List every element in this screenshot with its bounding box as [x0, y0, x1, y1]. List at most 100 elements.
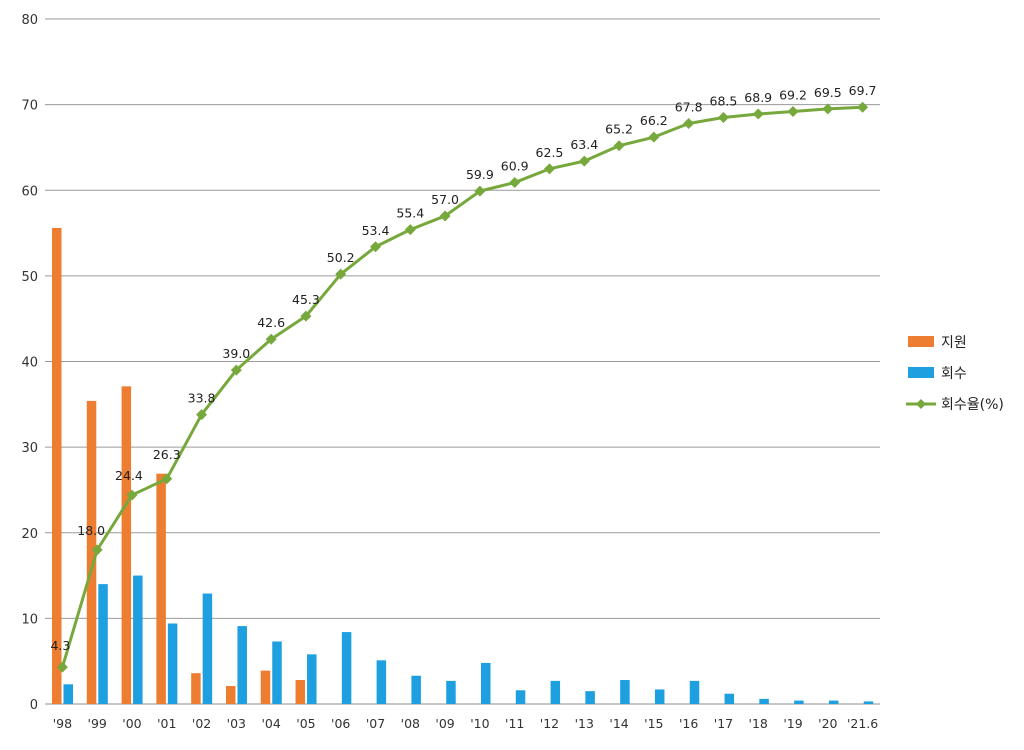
- x-tick-label: '19: [783, 716, 802, 731]
- y-tick-label: 10: [21, 612, 38, 627]
- bar-recovery: [550, 680, 561, 704]
- y-axis: 0 10 20 30 40 50 60 70 80: [21, 13, 38, 713]
- bar-support: [52, 227, 62, 705]
- bar-recovery: [585, 691, 595, 704]
- bar-recovery: [794, 700, 804, 704]
- recovery-rate-marker: [857, 101, 869, 113]
- bar-recovery: [307, 654, 317, 704]
- bar-support: [191, 673, 201, 704]
- recovery-rate-marker: [509, 177, 521, 189]
- recovery-rate-marker: [543, 163, 555, 175]
- data-label: 53.4: [362, 223, 390, 238]
- x-tick-label: '00: [122, 716, 141, 731]
- legend-marker: [916, 399, 926, 409]
- x-tick-label: '07: [366, 716, 385, 731]
- bar-recovery: [689, 680, 700, 704]
- bar-recovery: [202, 593, 213, 704]
- recovery-rate-marker: [265, 333, 277, 345]
- recovery-rate-line: [60, 105, 863, 668]
- x-tick-label: '10: [470, 716, 489, 731]
- x-tick-label: '09: [435, 716, 454, 731]
- y-tick-label: 80: [21, 13, 38, 28]
- data-label: 18.0: [77, 523, 105, 538]
- data-label: 55.4: [396, 206, 424, 221]
- x-tick-label: '12: [540, 716, 559, 731]
- bar-support: [156, 473, 166, 704]
- bar-recovery: [515, 690, 526, 704]
- recovery-rate-marker: [717, 111, 729, 123]
- y-tick-label: 0: [30, 698, 38, 713]
- bar-support: [121, 386, 132, 704]
- recovery-rate-marker: [91, 544, 103, 556]
- y-tick-label: 70: [21, 99, 38, 114]
- recovery-rate-marker: [648, 131, 660, 143]
- bar-recovery: [376, 660, 387, 704]
- legend-label: 지원: [941, 335, 967, 351]
- bar-recovery: [620, 680, 630, 704]
- legend-label: 회수율(%): [941, 397, 1004, 413]
- recovery-rate-marker: [335, 268, 347, 280]
- data-label: 69.7: [849, 83, 877, 98]
- data-label: 33.8: [188, 391, 216, 406]
- line-series: [56, 101, 869, 673]
- data-label: 60.9: [501, 159, 529, 174]
- x-tick-label: '99: [88, 716, 107, 731]
- data-label: 26.3: [153, 447, 181, 462]
- data-labels: 4.3 18.0 24.4 26.3 33.8 39.0 42.6 45.3 50.2 53.4 5…: [50, 83, 876, 653]
- bar-recovery: [481, 662, 491, 704]
- x-tick-label: '02: [192, 716, 211, 731]
- bar-recovery: [98, 584, 108, 704]
- legend-swatch: [908, 336, 934, 347]
- x-tick-label: '03: [227, 716, 246, 731]
- data-label: 65.2: [605, 122, 633, 137]
- data-label: 63.4: [570, 137, 598, 152]
- data-label: 50.2: [327, 250, 355, 265]
- recovery-rate-marker: [370, 241, 382, 253]
- data-label: 69.5: [814, 85, 842, 100]
- y-tick-label: 30: [21, 441, 38, 456]
- y-tick-label: 60: [21, 184, 38, 199]
- bar-recovery: [411, 675, 421, 704]
- data-label: 57.0: [431, 192, 459, 207]
- y-tick-label: 50: [21, 270, 38, 285]
- bar-recovery: [63, 684, 73, 704]
- x-tick-label: '06: [331, 716, 350, 731]
- recovery-rate-marker: [752, 108, 764, 120]
- bar-recovery: [272, 641, 282, 704]
- data-label: 59.9: [466, 167, 494, 182]
- x-tick-label: '14: [609, 716, 628, 731]
- x-tick-label: '20: [818, 716, 837, 731]
- data-label: 4.3: [50, 638, 70, 653]
- bar-support: [225, 686, 236, 704]
- bar-recovery: [863, 701, 874, 704]
- bars: [52, 227, 874, 705]
- bar-support: [86, 400, 97, 704]
- recovery-rate-marker: [822, 103, 834, 115]
- recovery-rate-marker: [683, 117, 695, 129]
- data-label: 67.8: [675, 99, 703, 114]
- bar-recovery: [446, 680, 456, 704]
- recovery-rate-marker: [161, 473, 173, 485]
- data-label: 45.3: [292, 292, 320, 307]
- recovery-rate-marker: [300, 310, 312, 322]
- recovery-rate-marker: [126, 489, 138, 501]
- x-tick-label: '15: [644, 716, 663, 731]
- bar-recovery: [237, 626, 247, 704]
- recovery-rate-marker: [613, 140, 625, 152]
- grid: [45, 18, 880, 705]
- data-label: 69.2: [779, 87, 807, 102]
- recovery-rate-marker: [787, 105, 799, 117]
- legend-swatch: [908, 367, 934, 378]
- data-label: 39.0: [222, 346, 250, 361]
- bar-support: [295, 680, 306, 704]
- x-tick-label: '05: [296, 716, 315, 731]
- bar-recovery: [167, 623, 178, 704]
- data-label: 24.4: [115, 468, 143, 483]
- data-label: 68.5: [710, 93, 738, 108]
- bar-recovery: [759, 698, 769, 704]
- data-label: 62.5: [536, 145, 564, 160]
- recovery-rate-marker: [439, 210, 451, 222]
- data-label: 68.9: [744, 90, 772, 105]
